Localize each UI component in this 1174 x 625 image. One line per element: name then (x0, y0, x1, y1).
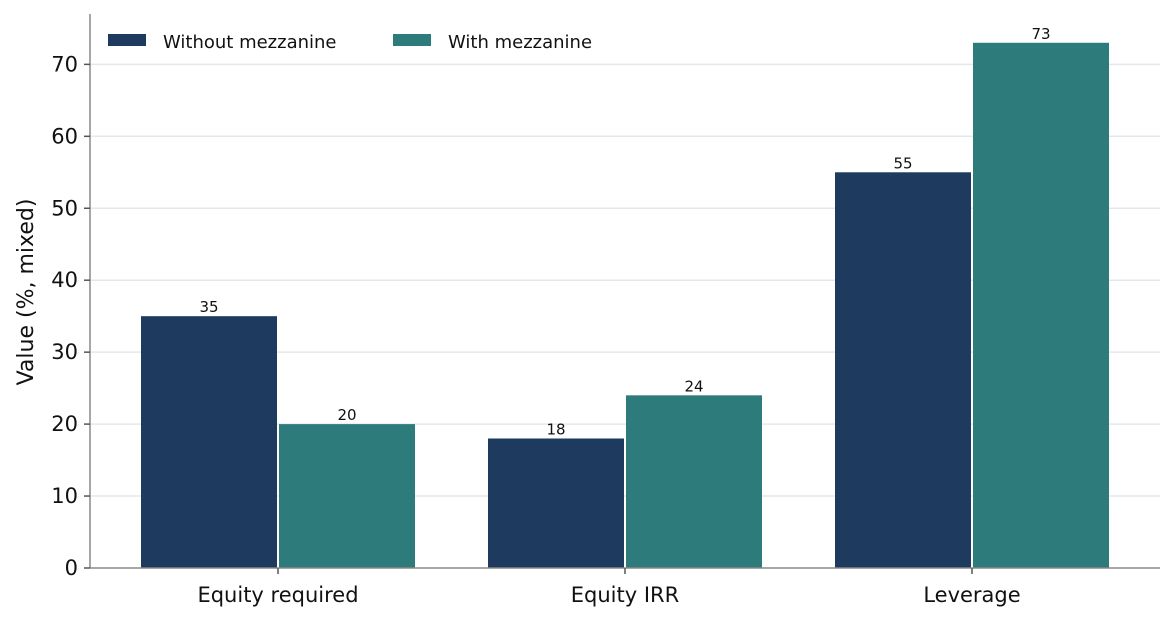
data-label-1-1: 24 (684, 377, 703, 395)
y-tick-label-20: 20 (51, 412, 78, 436)
data-label-0-2: 55 (893, 154, 912, 172)
data-label-0-0: 35 (199, 298, 218, 316)
bar-0-1 (488, 438, 624, 568)
legend-label-1: With mezzanine (448, 32, 592, 53)
axes: 0 10 20 30 40 50 60 70 Equity required Equity IRR… (51, 14, 1160, 607)
legend-swatch-0 (108, 34, 146, 46)
y-tick-label-0: 0 (65, 556, 78, 580)
y-tick-label-40: 40 (51, 268, 78, 292)
legend-swatch-1 (393, 34, 431, 46)
x-tick-label-1: Equity IRR (571, 583, 679, 607)
y-tick-label-50: 50 (51, 196, 78, 220)
legend: Without mezzanine With mezzanine (108, 32, 592, 53)
data-label-1-2: 73 (1031, 25, 1050, 43)
data-labels: 35 18 55 20 24 73 (199, 25, 1050, 439)
bars (141, 42, 1109, 569)
bar-0-2 (835, 172, 971, 569)
y-tick-label-60: 60 (51, 124, 78, 148)
bar-1-2 (973, 42, 1109, 568)
data-label-1-0: 20 (337, 406, 356, 424)
y-tick-label-10: 10 (51, 484, 78, 508)
bar-1-1 (626, 395, 762, 568)
y-tick-label-70: 70 (51, 52, 78, 76)
y-tick-label-30: 30 (51, 340, 78, 364)
legend-label-0: Without mezzanine (163, 32, 337, 53)
bar-1-0 (279, 424, 415, 568)
bar-0-0 (141, 316, 277, 568)
x-tick-label-2: Leverage (923, 583, 1020, 607)
x-tick-label-0: Equity required (197, 583, 358, 607)
y-axis-label: Value (%, mixed) (14, 199, 39, 386)
data-label-0-1: 18 (546, 420, 565, 438)
